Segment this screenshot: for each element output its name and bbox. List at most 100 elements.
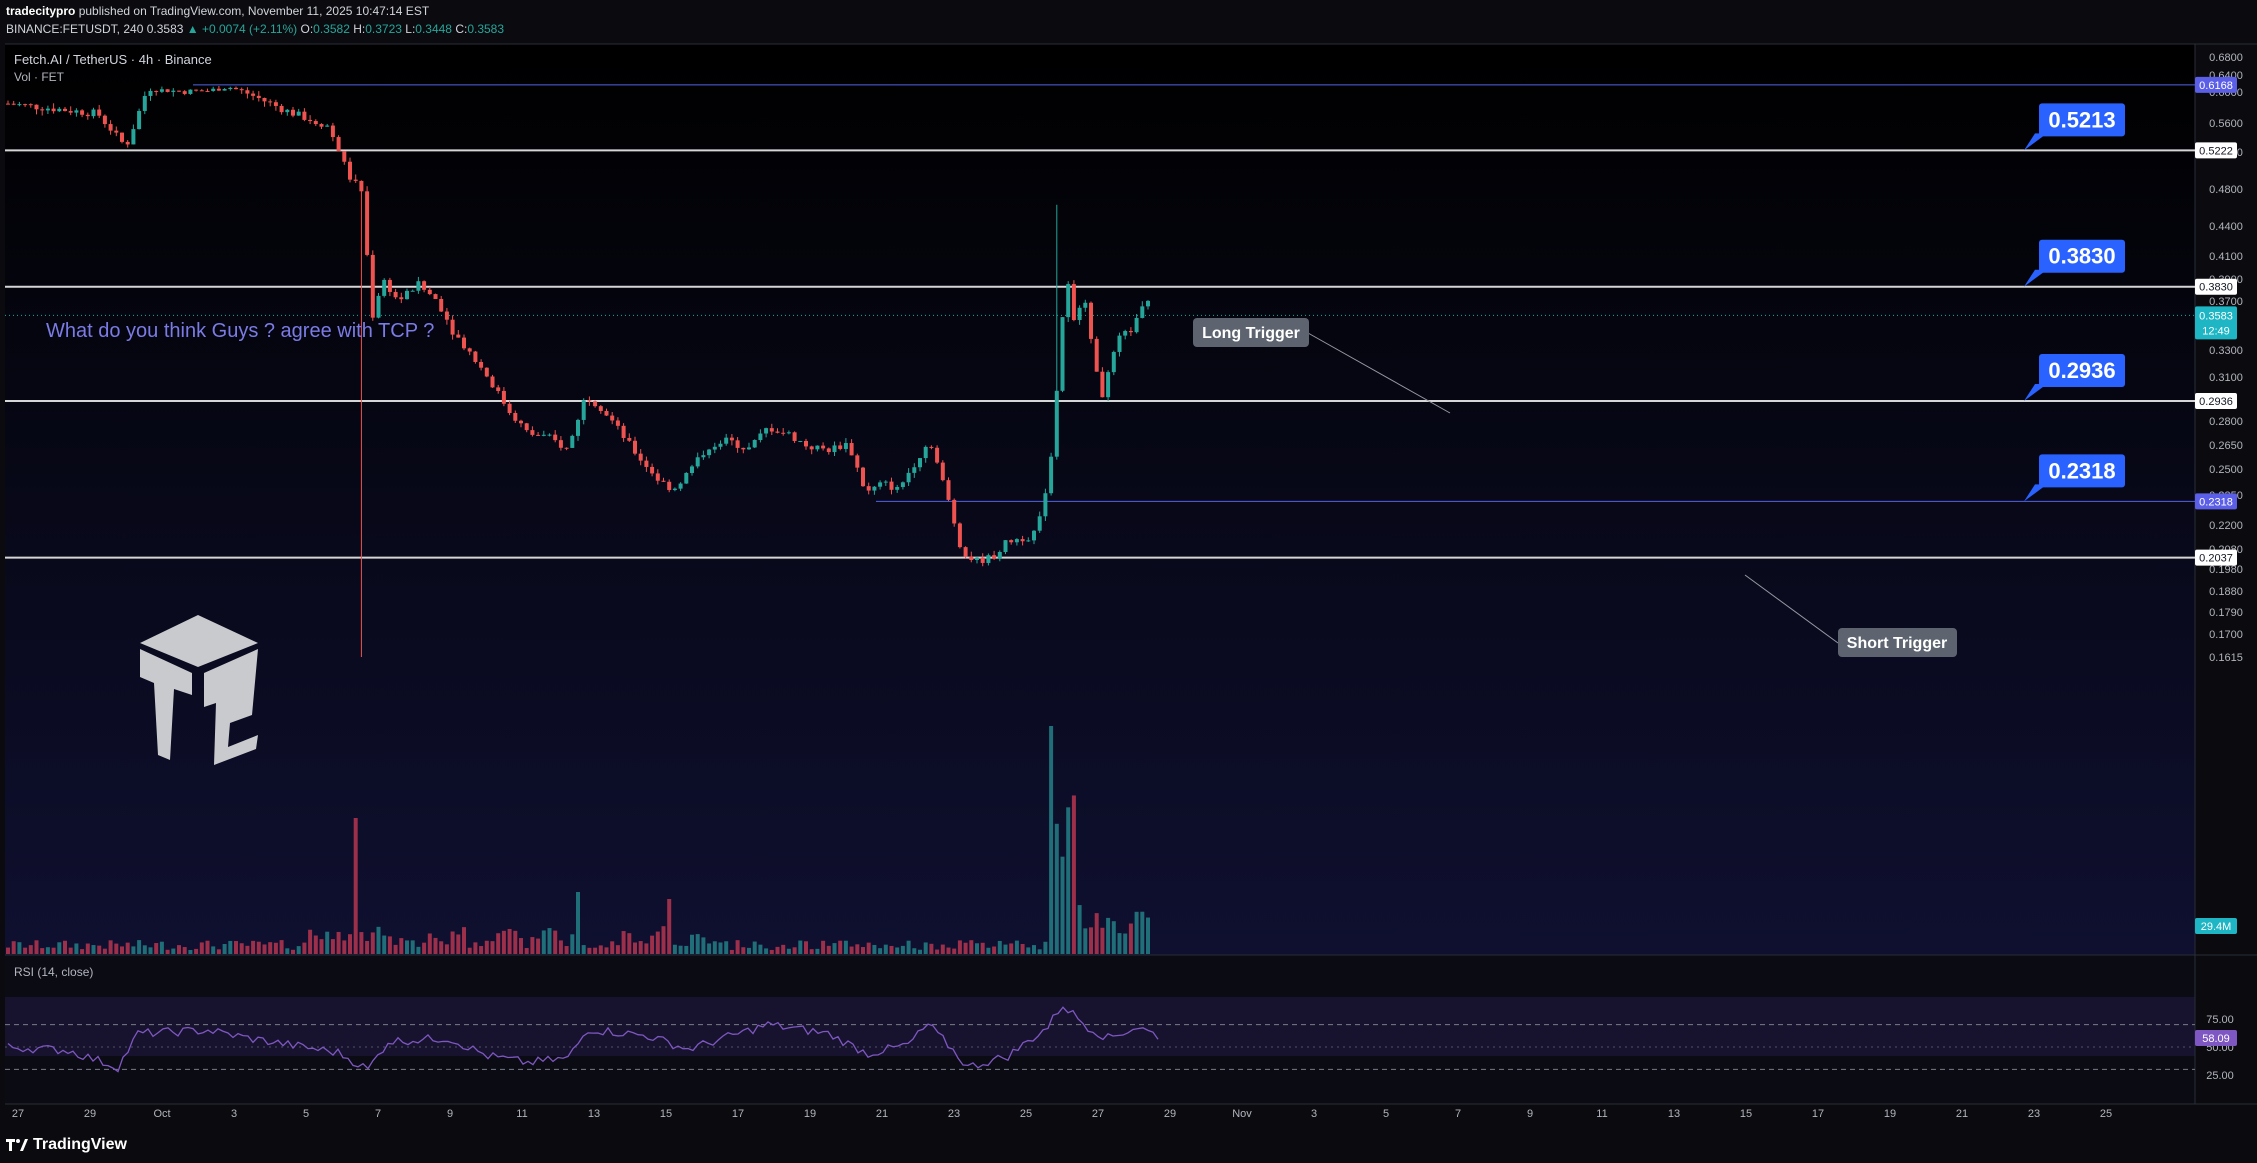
- volume-bar: [125, 942, 130, 954]
- volume-bar: [234, 941, 238, 954]
- candle-body: [439, 299, 444, 312]
- volume-bar: [171, 948, 176, 954]
- time-tick-label: 19: [1884, 1108, 1896, 1120]
- candle-body: [142, 95, 147, 111]
- tradingview-logo-icon: [6, 1139, 28, 1151]
- candle-body: [536, 434, 541, 436]
- candle-body: [975, 557, 979, 560]
- volume-bar: [296, 946, 301, 954]
- volume-bar: [1054, 823, 1059, 954]
- candle-body: [359, 180, 364, 192]
- candle-body: [530, 430, 535, 435]
- volume-bar: [775, 946, 780, 954]
- candle-body: [923, 446, 928, 459]
- candle-body: [1014, 539, 1019, 543]
- volume-bar: [741, 947, 746, 954]
- volume-bar: [359, 932, 364, 954]
- volume-bar: [969, 940, 974, 954]
- candle-body: [678, 483, 683, 489]
- candle-body: [34, 104, 39, 110]
- candle-body: [416, 281, 421, 291]
- level-price-badge: [2195, 549, 2237, 566]
- volume-bar: [1140, 911, 1145, 954]
- published-text: published on TradingView.com, November 1…: [78, 4, 430, 18]
- volume-bar: [752, 941, 757, 954]
- candle-body: [1026, 540, 1031, 542]
- candle-body: [410, 290, 415, 292]
- candle-body: [353, 179, 358, 181]
- volume-bar: [598, 945, 603, 954]
- time-tick-label: 5: [1383, 1108, 1389, 1120]
- candle-body: [581, 400, 586, 420]
- candle-body: [399, 297, 404, 300]
- volume-bar: [826, 945, 831, 954]
- volume-bar: [923, 942, 928, 954]
- legend-title: Fetch.AI / TetherUS · 4h · Binance: [14, 52, 212, 67]
- candle-body: [228, 87, 233, 90]
- candle-body: [621, 425, 626, 438]
- candle-body: [211, 88, 216, 91]
- candle-body: [655, 473, 660, 481]
- volume-bar: [524, 947, 529, 954]
- volume-bar: [838, 940, 843, 954]
- publisher-name[interactable]: tradecitypro: [6, 4, 76, 18]
- volume-bar: [587, 947, 592, 954]
- time-tick-label: 9: [447, 1108, 453, 1120]
- volume-bar: [650, 935, 655, 954]
- volume-bar: [336, 931, 341, 954]
- volume-bar: [74, 943, 79, 954]
- volume-bar: [422, 942, 427, 954]
- volume-bar: [957, 940, 962, 954]
- rsi-band: [5, 997, 2195, 1056]
- candle-body: [102, 115, 107, 125]
- ohlc-c-label: C:: [455, 22, 468, 36]
- volume-bar: [581, 945, 586, 954]
- price-tick-label: 0.4400: [2209, 221, 2243, 233]
- level-tag-box: [2039, 103, 2125, 137]
- watermark-logo-icon: [140, 615, 258, 765]
- volume-bar: [747, 947, 751, 954]
- volume-bar: [319, 939, 324, 954]
- volume-bar: [165, 949, 170, 954]
- volume-bar: [758, 944, 763, 954]
- candle-body: [6, 103, 10, 105]
- volume-bar: [804, 941, 808, 954]
- volume-bar: [177, 945, 181, 954]
- tradingview-footer[interactable]: TradingView: [6, 1136, 127, 1154]
- level-price-label: 0.3830: [2199, 282, 2233, 294]
- volume-bar: [188, 949, 193, 954]
- candle-body: [1100, 371, 1105, 398]
- time-tick-label: 27: [12, 1108, 24, 1120]
- volume-bar: [718, 942, 723, 954]
- candle-body: [427, 289, 432, 295]
- candle-body: [199, 90, 204, 92]
- candle-body: [256, 95, 261, 98]
- volume-bar: [450, 931, 455, 954]
- price-tick-label: 0.1615: [2209, 652, 2243, 664]
- rsi-value-label: 58.09: [2202, 1033, 2230, 1045]
- level-price-badge: [2195, 142, 2237, 159]
- candle-body: [775, 431, 780, 433]
- candle-body: [861, 467, 865, 487]
- volume-bar: [23, 947, 28, 954]
- volume-bar: [154, 943, 159, 954]
- ohlc-l-label: L:: [405, 22, 416, 36]
- level-tag-label: 0.3830: [2048, 244, 2115, 269]
- candle-body: [615, 420, 620, 426]
- candle-body: [598, 406, 603, 412]
- level-price-label: 0.2318: [2199, 496, 2233, 508]
- level-tag-pointer: [2024, 484, 2047, 502]
- volume-bar: [912, 948, 917, 954]
- candle-body: [125, 141, 130, 145]
- level-price-badge: [2195, 393, 2237, 410]
- volume-bar: [1071, 795, 1076, 954]
- volume-bar: [861, 947, 865, 954]
- footer-brand: TradingView: [33, 1136, 127, 1153]
- volume-bar: [1066, 807, 1071, 954]
- candle-body: [28, 104, 33, 106]
- time-tick-label: 25: [1020, 1108, 1032, 1120]
- price-change: ▲ +0.0074 (+2.11%): [186, 22, 298, 36]
- volume-bar: [148, 947, 153, 954]
- volume-bar: [228, 940, 233, 954]
